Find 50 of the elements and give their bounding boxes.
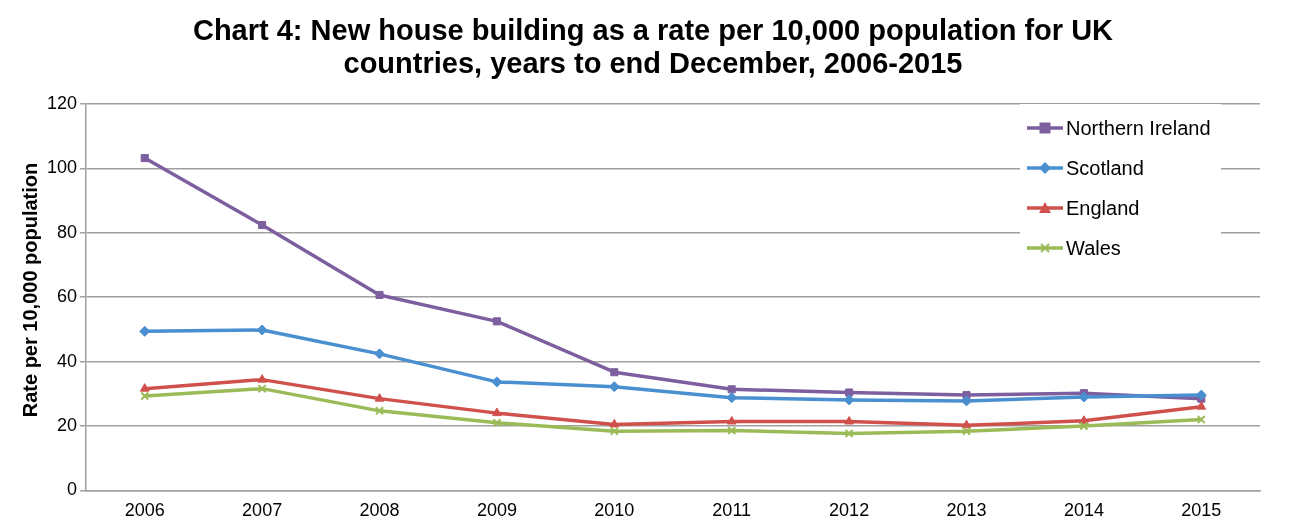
x-tick-label: 2013: [946, 500, 987, 521]
x-tick-label: 2006: [124, 500, 165, 521]
point: [609, 418, 620, 428]
point: [609, 426, 619, 436]
point: [844, 415, 854, 425]
point: [140, 154, 149, 163]
point: [374, 406, 385, 416]
point: [257, 384, 267, 394]
point: [845, 388, 854, 397]
point: [727, 425, 737, 436]
legend-label: Scotland: [1066, 156, 1144, 180]
y-axis-title: Rate per 10,000 population: [18, 162, 42, 418]
x-tick-label: 2009: [476, 500, 517, 521]
point: [492, 317, 501, 326]
legend-label: England: [1066, 196, 1140, 220]
point: [374, 393, 385, 402]
legend-label: Wales: [1066, 236, 1121, 260]
y-tick-label: 120: [46, 92, 78, 113]
y-tick-label: 0: [67, 479, 78, 500]
point: [140, 391, 150, 401]
point: [961, 419, 972, 429]
y-tick-label: 20: [57, 414, 78, 435]
point: [844, 428, 854, 438]
point: [610, 368, 619, 377]
x-tick-label: 2011: [712, 500, 752, 521]
point: [1196, 415, 1206, 425]
y-tick-label: 100: [46, 157, 78, 178]
x-tick-label: 2014: [1063, 500, 1104, 521]
point: [492, 407, 502, 417]
x-tick-label: 2015: [1181, 500, 1222, 521]
point: [139, 383, 150, 392]
point: [492, 418, 502, 428]
point: [1079, 421, 1089, 431]
y-tick-label: 40: [57, 350, 78, 371]
chart-title: Chart 4: New house building as a rate per 10,000 population for UK countries, years to end December, 2006-2015: [191, 14, 1115, 80]
point: [726, 415, 737, 425]
point: [374, 348, 386, 360]
point: [1196, 401, 1207, 410]
point: [375, 290, 384, 299]
x-tick-label: 2007: [242, 500, 283, 521]
point: [258, 221, 267, 230]
y-tick-label: 80: [57, 221, 78, 242]
point: [727, 385, 736, 394]
x-tick-label: 2010: [594, 500, 635, 521]
legend-label: Northern Ireland: [1066, 116, 1211, 140]
y-tick-label: 60: [57, 286, 78, 307]
x-tick-label: 2008: [359, 500, 400, 521]
point: [961, 426, 972, 436]
point: [257, 374, 267, 383]
x-tick-label: 2012: [829, 500, 870, 521]
